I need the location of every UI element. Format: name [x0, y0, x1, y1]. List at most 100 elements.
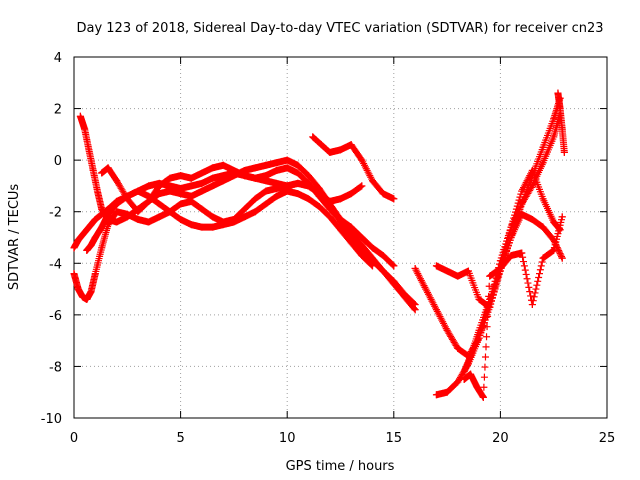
- data-point: [283, 182, 291, 190]
- data-point: [209, 174, 217, 182]
- data-point: [518, 187, 526, 195]
- data-point: [89, 166, 97, 174]
- data-point: [347, 239, 355, 247]
- x-tick-label: 5: [176, 431, 184, 446]
- data-point: [98, 223, 106, 231]
- data-point: [539, 195, 547, 203]
- y-tick-label: 0: [54, 154, 62, 169]
- data-point: [358, 234, 366, 241]
- data-marks: [70, 89, 568, 401]
- data-point: [326, 197, 334, 205]
- data-point: [123, 210, 131, 218]
- y-tick-label: -8: [49, 360, 62, 375]
- data-point: [337, 195, 344, 203]
- data-point: [187, 221, 195, 229]
- data-point: [283, 156, 291, 164]
- y-axis-label: SDTVAR / TECUs: [7, 184, 22, 291]
- data-point: [294, 179, 302, 187]
- chart-title: Day 123 of 2018, Sidereal Day-to-day VTE…: [76, 21, 603, 36]
- y-tick-label: 4: [54, 51, 62, 66]
- x-tick-label: 10: [279, 431, 296, 446]
- data-point: [83, 246, 91, 254]
- data-point: [187, 197, 195, 205]
- data-point: [337, 226, 344, 234]
- data-point: [91, 234, 99, 241]
- data-point: [496, 264, 504, 272]
- series-track-5: [98, 161, 366, 216]
- data-point: [198, 205, 206, 213]
- data-point: [443, 388, 451, 396]
- data-point: [347, 141, 355, 149]
- data-point: [81, 125, 89, 133]
- data-point: [113, 208, 121, 216]
- data-point: [337, 218, 344, 226]
- data-point: [134, 208, 142, 216]
- data-point: [379, 190, 387, 198]
- data-point: [91, 270, 99, 278]
- data-point: [379, 267, 387, 275]
- data-point: [113, 177, 121, 185]
- data-point: [460, 368, 468, 376]
- data-point: [411, 301, 419, 309]
- data-point: [251, 174, 259, 182]
- y-tick-label: -4: [49, 257, 62, 272]
- data-point: [230, 166, 238, 174]
- data-point: [411, 264, 419, 272]
- data-point: [558, 213, 566, 221]
- data-point: [187, 182, 195, 190]
- data-point: [379, 252, 387, 260]
- data-point: [76, 112, 84, 120]
- data-point: [528, 166, 536, 174]
- data-point: [85, 146, 93, 154]
- series-track-11: [460, 213, 566, 401]
- y-tick-label: -6: [49, 309, 62, 324]
- data-point: [251, 208, 259, 216]
- series-track-6: [309, 133, 398, 203]
- data-point: [507, 234, 515, 241]
- data-point: [539, 143, 547, 151]
- data-point: [230, 218, 238, 226]
- data-point: [98, 244, 106, 252]
- data-point: [467, 352, 475, 360]
- data-point: [315, 190, 323, 198]
- data-point: [198, 223, 206, 231]
- data-point: [79, 293, 87, 301]
- data-point: [155, 200, 163, 208]
- data-point: [87, 241, 95, 249]
- data-point: [198, 187, 206, 195]
- data-point: [241, 205, 249, 213]
- series-markers: [432, 94, 564, 399]
- data-point: [74, 285, 82, 293]
- data-point: [209, 213, 217, 221]
- data-point: [177, 215, 185, 223]
- y-tick-label: 2: [54, 103, 62, 118]
- data-point: [70, 244, 78, 252]
- data-point: [262, 177, 270, 185]
- data-point: [294, 190, 302, 198]
- data-point: [219, 161, 227, 169]
- data-point: [358, 156, 366, 164]
- data-point: [198, 179, 206, 187]
- series-track-10: [460, 210, 566, 376]
- data-point: [145, 182, 153, 190]
- data-point: [283, 164, 291, 172]
- data-point: [432, 391, 440, 399]
- data-point: [87, 221, 95, 229]
- data-point: [87, 288, 95, 296]
- data-point: [166, 187, 174, 195]
- data-point: [177, 190, 185, 198]
- data-point: [305, 182, 313, 190]
- data-point: [219, 221, 227, 229]
- data-point: [104, 164, 112, 172]
- data-point: [273, 159, 281, 167]
- data-point: [155, 182, 163, 190]
- data-point: [251, 195, 259, 203]
- data-point: [155, 213, 163, 221]
- data-point: [368, 262, 376, 270]
- data-point: [273, 192, 281, 200]
- data-point: [347, 190, 355, 198]
- data-point: [309, 133, 317, 141]
- data-point: [337, 146, 344, 154]
- data-point: [79, 231, 87, 239]
- data-point: [113, 218, 121, 226]
